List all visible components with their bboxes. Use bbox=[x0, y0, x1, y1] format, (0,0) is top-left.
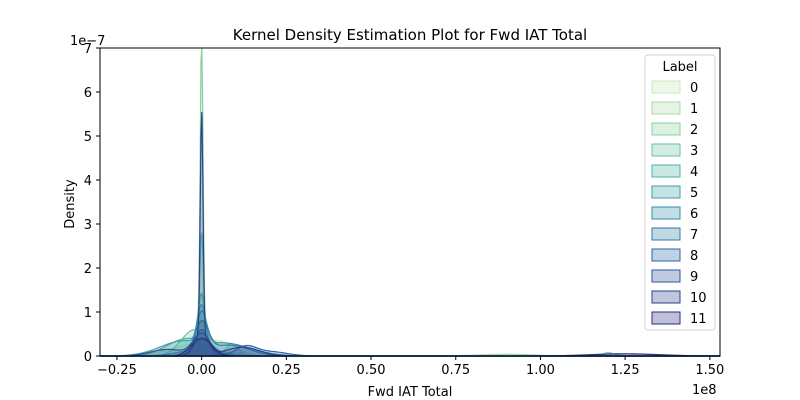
legend-label: 2 bbox=[690, 123, 698, 138]
legend-swatch-8 bbox=[651, 248, 681, 262]
legend-swatch-7 bbox=[651, 227, 681, 241]
legend-swatch-2 bbox=[651, 122, 681, 136]
x-tick-label: 0.50 bbox=[357, 363, 386, 378]
legend-label: 0 bbox=[690, 81, 698, 96]
density-area-10 bbox=[100, 111, 720, 357]
y-axis-ticks: 0 1 2 3 4 5 6 7 bbox=[84, 42, 100, 365]
legend-swatch-6 bbox=[651, 206, 681, 220]
y-tick-label: 4 bbox=[84, 174, 92, 189]
x-tick-label: 0.25 bbox=[272, 363, 301, 378]
legend-label: 11 bbox=[690, 312, 707, 327]
x-tick-label: 1.50 bbox=[695, 363, 724, 378]
y-tick-label: 6 bbox=[84, 86, 92, 101]
legend-swatch-3 bbox=[651, 143, 681, 157]
y-tick-label: 5 bbox=[84, 130, 92, 145]
legend-swatch-1 bbox=[651, 101, 681, 115]
chart-title: Kernel Density Estimation Plot for Fwd I… bbox=[233, 26, 587, 44]
x-tick-label: 1.25 bbox=[611, 363, 640, 378]
x-offset-label: 1e8 bbox=[692, 383, 717, 398]
y-tick-label: 2 bbox=[84, 262, 92, 277]
legend-label: 4 bbox=[690, 165, 698, 180]
legend-swatch-10 bbox=[651, 290, 681, 304]
legend-swatch-5 bbox=[651, 185, 681, 199]
legend-items: 0 1 2 3 4 5 6 7 8 9 10 11 bbox=[651, 80, 707, 327]
x-axis-label: Fwd IAT Total bbox=[368, 385, 453, 400]
density-area-2 bbox=[100, 47, 720, 357]
y-offset-label: 1e−7 bbox=[70, 34, 105, 49]
legend-swatch-0 bbox=[651, 80, 681, 94]
legend: Label 0 1 2 3 4 5 6 7 8 9 10 11 bbox=[644, 54, 716, 331]
y-tick-label: 1 bbox=[84, 306, 92, 321]
x-tick-label: 0.00 bbox=[187, 363, 216, 378]
legend-label: 7 bbox=[690, 228, 698, 243]
legend-swatch-9 bbox=[651, 269, 681, 283]
x-tick-label: 0.75 bbox=[441, 363, 470, 378]
legend-label: 6 bbox=[690, 207, 698, 222]
x-axis-ticks: −0.25 0.00 0.25 0.50 0.75 1.00 1.25 1.50 bbox=[97, 356, 724, 378]
y-tick-label: 0 bbox=[84, 350, 92, 365]
legend-label: 3 bbox=[690, 144, 698, 159]
legend-label: 5 bbox=[690, 186, 698, 201]
legend-label: 9 bbox=[690, 270, 698, 285]
y-axis-label: Density bbox=[63, 179, 78, 229]
density-areas bbox=[99, 47, 721, 357]
legend-swatch-11 bbox=[651, 311, 681, 325]
y-tick-label: 7 bbox=[84, 42, 92, 57]
plot-frame bbox=[99, 47, 721, 357]
legend-label: 10 bbox=[690, 291, 707, 306]
y-tick-label: 3 bbox=[84, 218, 92, 233]
x-tick-label: −0.25 bbox=[97, 363, 137, 378]
legend-title: Label bbox=[662, 60, 697, 75]
x-tick-label: 1.00 bbox=[526, 363, 555, 378]
legend-label: 1 bbox=[690, 102, 698, 117]
legend-label: 8 bbox=[690, 249, 698, 264]
legend-swatch-4 bbox=[651, 164, 681, 178]
